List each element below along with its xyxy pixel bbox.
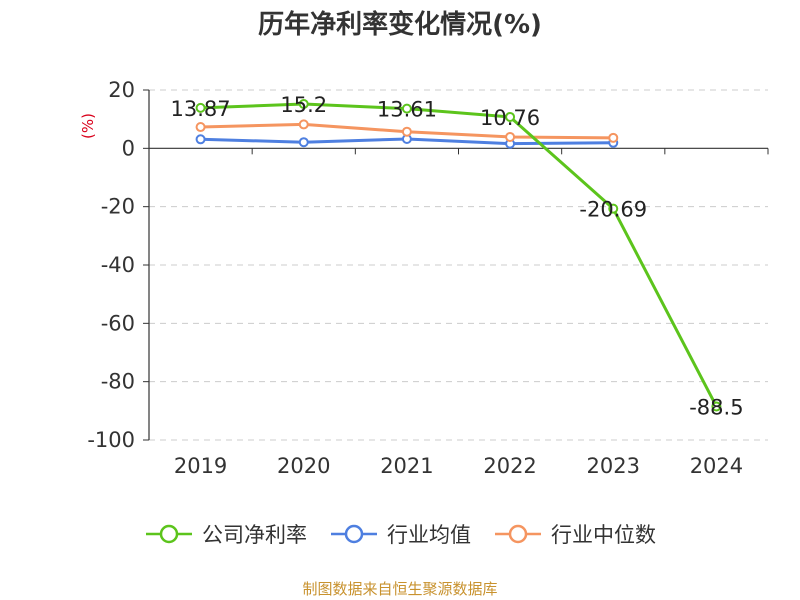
- data-point: [298, 99, 309, 109]
- data-point: [505, 111, 516, 122]
- legend-item[interactable]: 行业中位数: [493, 519, 656, 549]
- legend-label: 行业均值: [387, 523, 471, 547]
- y-tick-label: 20: [108, 78, 135, 102]
- y-tick-label: -80: [101, 370, 135, 394]
- data-label: 13.87: [171, 97, 231, 121]
- x-tick-label: 2021: [380, 454, 433, 478]
- x-tick-label: 2022: [483, 454, 536, 478]
- x-tick-label: 2019: [174, 454, 227, 478]
- series-group: [195, 99, 722, 412]
- legend-marker-icon: [495, 524, 541, 544]
- series-line: [200, 102, 718, 408]
- x-tick-label: 2020: [277, 454, 330, 478]
- data-point: [711, 401, 722, 412]
- legend-label: 行业中位数: [551, 523, 656, 547]
- data-point: [401, 103, 412, 114]
- data-label: -88.5: [689, 395, 743, 419]
- grid-lines: [149, 89, 768, 441]
- y-axis: 20 0 -20 -40 -60 -80 -100: [87, 78, 150, 452]
- y-tick-label: -100: [87, 428, 135, 452]
- legend-item[interactable]: 公司净利率: [144, 519, 307, 549]
- data-label: 10.76: [480, 106, 540, 130]
- legend-marker-icon: [146, 524, 192, 544]
- legend-label: 公司净利率: [202, 523, 307, 547]
- data-label: 15.2: [280, 93, 327, 117]
- data-point: [298, 137, 309, 148]
- data-point: [608, 203, 619, 214]
- legend-marker-icon: [331, 524, 377, 544]
- y-tick-label: -60: [101, 311, 135, 335]
- footer-source: 制图数据来自恒生聚源数据库: [302, 580, 498, 598]
- x-tick-label: 2024: [690, 454, 743, 478]
- x-tick-label: 2023: [587, 454, 640, 478]
- data-labels: 13.87 15.2 13.61 10.76 -20.69 -88.5: [171, 93, 744, 419]
- data-point: [298, 119, 309, 130]
- y-tick-label: -20: [101, 195, 135, 219]
- y-tick-label: 0: [122, 136, 135, 160]
- data-point: [401, 126, 412, 137]
- data-label: 13.61: [377, 98, 437, 122]
- data-label: -20.69: [579, 198, 647, 222]
- data-point: [608, 132, 619, 143]
- data-point: [195, 122, 206, 133]
- data-point: [195, 134, 206, 145]
- legend-item[interactable]: 行业均值: [329, 519, 471, 549]
- chart-title: 历年净利率变化情况(%): [258, 10, 542, 40]
- y-axis-unit: (%): [79, 113, 97, 139]
- legend: 公司净利率 行业均值 行业中位数: [0, 519, 800, 549]
- x-axis: 2019 2020 2021 2022 2023 2024: [149, 147, 769, 478]
- data-point: [195, 102, 206, 113]
- data-point: [505, 131, 516, 142]
- y-tick-label: -40: [101, 253, 135, 277]
